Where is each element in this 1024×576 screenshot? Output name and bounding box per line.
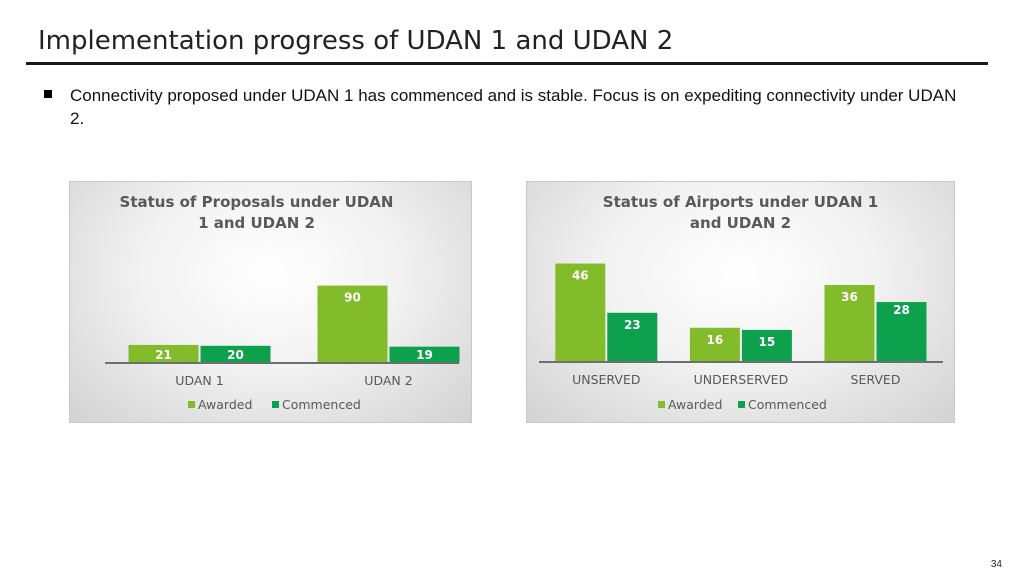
data-label: 90 bbox=[344, 291, 361, 305]
bar-awarded-unserved bbox=[555, 263, 606, 362]
legend-label: Awarded bbox=[198, 397, 252, 412]
chart-svg: Status of Proposals under UDAN 1 and UDAN… bbox=[105, 193, 460, 412]
chart-title-line: Status of Proposals under UDAN bbox=[120, 193, 394, 211]
data-label: 20 bbox=[227, 348, 244, 362]
data-label: 19 bbox=[416, 348, 433, 362]
chart-title-line: Status of Airports under UDAN 1 bbox=[603, 193, 878, 211]
proposals-chart: Status of Proposals under UDAN 1 and UDAN… bbox=[69, 181, 472, 423]
title-divider bbox=[26, 62, 988, 65]
data-label: 36 bbox=[841, 290, 858, 304]
legend-swatch bbox=[738, 401, 745, 408]
legend-swatch bbox=[658, 401, 665, 408]
chart-title: Status of Airports under UDAN 1 and UDAN … bbox=[603, 193, 878, 232]
legend-swatch bbox=[188, 401, 195, 408]
bar-commenced-unserved bbox=[607, 312, 658, 362]
legend-swatch bbox=[272, 401, 279, 408]
legend: Awarded Commenced bbox=[658, 397, 827, 412]
bar-awarded-served bbox=[824, 284, 875, 362]
square-bullet-icon bbox=[44, 90, 52, 98]
data-label: 23 bbox=[624, 318, 641, 332]
data-label: 16 bbox=[707, 333, 724, 347]
chart-svg: Status of Airports under UDAN 1 and UDAN … bbox=[539, 193, 943, 412]
bar-commenced-served bbox=[876, 302, 927, 362]
legend-label: Commenced bbox=[282, 397, 361, 412]
page-number: 34 bbox=[990, 559, 1002, 570]
category-label: SERVED bbox=[851, 372, 901, 387]
category-label: UNSERVED bbox=[572, 372, 640, 387]
category-label: UNDERSERVED bbox=[694, 372, 789, 387]
chart-title-line: 1 and UDAN 2 bbox=[198, 214, 315, 232]
legend: Awarded Commenced bbox=[188, 397, 361, 412]
data-label: 15 bbox=[759, 335, 776, 349]
legend-label: Commenced bbox=[748, 397, 827, 412]
category-label: UDAN 2 bbox=[364, 373, 412, 388]
slide-title: Implementation progress of UDAN 1 and UD… bbox=[38, 26, 674, 56]
bar-commenced-underserved bbox=[741, 329, 792, 362]
bullet-text: Connectivity proposed under UDAN 1 has c… bbox=[70, 86, 957, 128]
category-label: UDAN 1 bbox=[175, 373, 223, 388]
data-label: 28 bbox=[893, 303, 910, 317]
bar-awarded-underserved bbox=[689, 327, 740, 362]
airports-chart: Status of Airports under UDAN 1 and UDAN … bbox=[526, 181, 955, 423]
bar-commenced-udan-1 bbox=[200, 345, 271, 363]
data-label: 21 bbox=[155, 348, 172, 362]
chart-title-line: and UDAN 2 bbox=[690, 214, 791, 232]
legend-label: Awarded bbox=[668, 397, 722, 412]
bar-awarded-udan-2 bbox=[317, 285, 388, 363]
bar-commenced-udan-2 bbox=[389, 346, 460, 363]
data-label: 46 bbox=[572, 269, 589, 283]
bar-awarded-udan-1 bbox=[128, 344, 199, 363]
chart-title: Status of Proposals under UDAN 1 and UDAN… bbox=[120, 193, 394, 232]
bullet-point: Connectivity proposed under UDAN 1 has c… bbox=[44, 84, 974, 130]
